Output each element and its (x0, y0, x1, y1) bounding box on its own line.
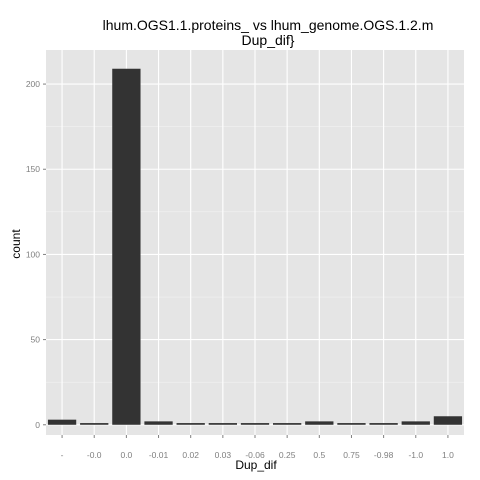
y-axis-title: count (9, 229, 23, 259)
bar (433, 416, 463, 425)
x-tick-label: 1.0 (442, 450, 454, 460)
y-tick-label: 150 (26, 164, 40, 174)
x-tick-label: -0.01 (149, 450, 169, 460)
x-tick-label: 0.5 (313, 450, 325, 460)
y-tick-label: 100 (26, 249, 40, 259)
y-axis-ticks: 0 50 100 150 200 (26, 79, 46, 430)
bar (112, 68, 141, 425)
chart-title-line-1: lhum.OGS1.1.proteins_ vs lhum_genome.OGS… (103, 17, 434, 33)
bar (240, 423, 270, 425)
bar (273, 423, 302, 425)
bar (80, 423, 109, 425)
bars (47, 68, 463, 425)
x-tick-label: 0.0 (120, 450, 132, 460)
bar (144, 421, 173, 425)
x-tick-label: - (61, 450, 64, 460)
x-axis-ticks: - -0.0 0.0 -0.01 0.02 0.03 -0.06 0.25 0.5 0.75 -0.… (61, 435, 454, 460)
x-tick-label: 0.03 (215, 450, 232, 460)
y-tick-label: 50 (31, 335, 41, 345)
bar (47, 419, 77, 425)
bar (208, 423, 237, 425)
x-tick-label: 0.75 (343, 450, 360, 460)
bar (337, 423, 366, 425)
x-tick-label: -1.0 (408, 450, 423, 460)
x-tick-label: -0.06 (245, 450, 265, 460)
bar (305, 421, 334, 425)
x-axis-title: Dup_dif (235, 458, 277, 472)
x-tick-label: 0.25 (279, 450, 296, 460)
x-tick-label: 0.02 (182, 450, 199, 460)
x-tick-label: -0.98 (374, 450, 394, 460)
y-tick-label: 0 (35, 420, 40, 430)
bar (176, 423, 205, 425)
bar (401, 421, 430, 425)
y-tick-label: 200 (26, 79, 40, 89)
bar (369, 423, 398, 425)
x-tick-label: -0.0 (87, 450, 102, 460)
chart-title-line-2: Dup_dif} (242, 32, 295, 48)
